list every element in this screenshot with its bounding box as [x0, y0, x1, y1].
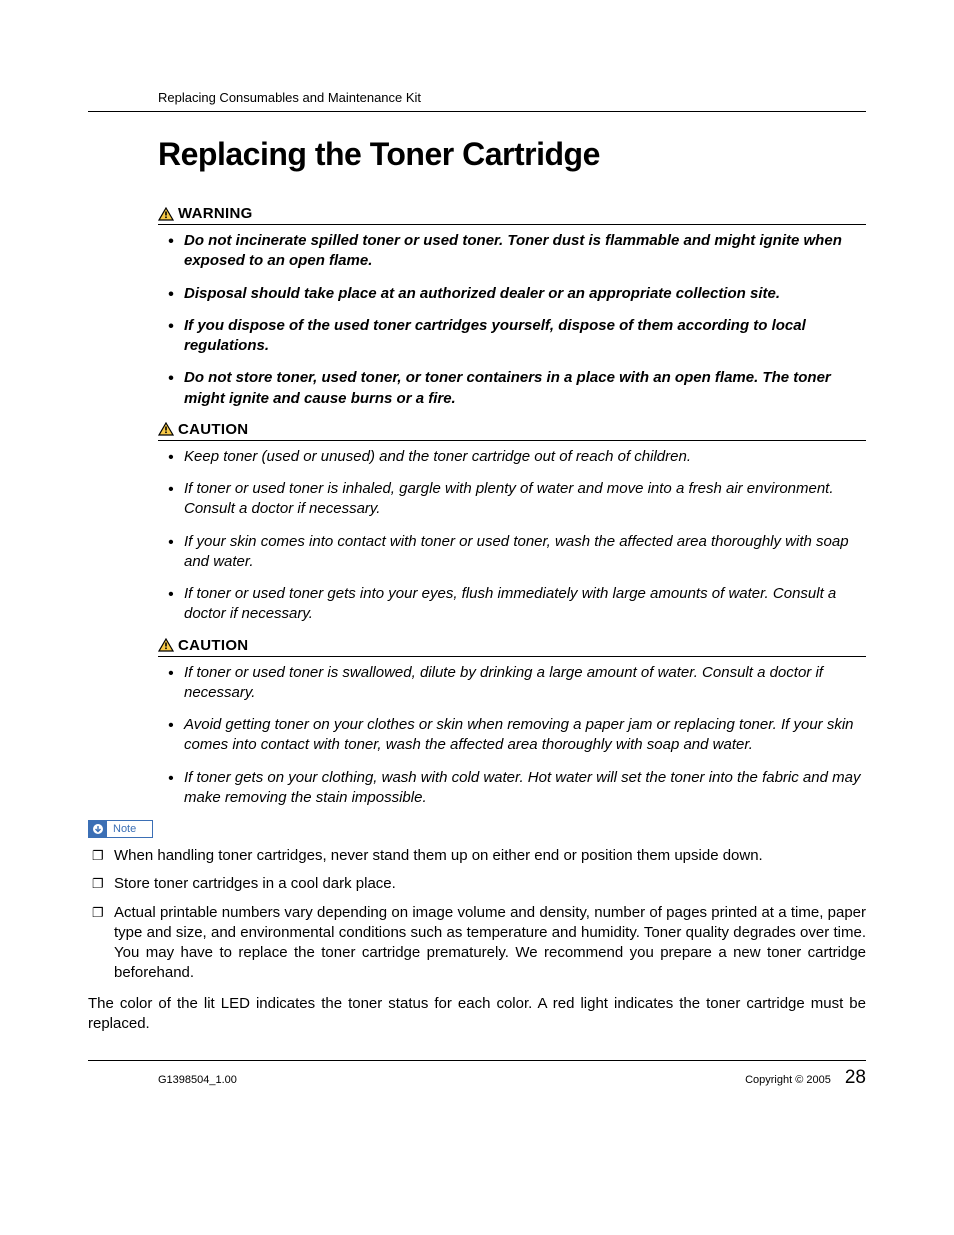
copyright: Copyright © 2005 — [745, 1074, 831, 1086]
caution-header: CAUTION — [158, 421, 866, 441]
running-header: Replacing Consumables and Maintenance Ki… — [88, 90, 866, 112]
note-badge-label: Note — [107, 821, 152, 837]
warning-item: If you dispose of the used toner cartrid… — [158, 316, 866, 357]
note-item: Actual printable numbers vary depending … — [88, 903, 866, 984]
caution-label: CAUTION — [178, 421, 248, 438]
caution-triangle-icon — [158, 422, 174, 436]
warning-header: WARNING — [158, 205, 866, 225]
caution-item: If toner or used toner is inhaled, gargl… — [158, 479, 866, 520]
caution-item: If your skin comes into contact with ton… — [158, 532, 866, 573]
caution-item: If toner or used toner is swallowed, dil… — [158, 663, 866, 704]
caution-triangle-icon — [158, 638, 174, 652]
note-item: Store toner cartridges in a cool dark pl… — [88, 874, 866, 894]
document-page: Replacing Consumables and Maintenance Ki… — [0, 0, 954, 1129]
doc-id: G1398504_1.00 — [158, 1074, 237, 1086]
note-arrow-icon — [89, 821, 107, 837]
warning-item: Do not incinerate spilled toner or used … — [158, 231, 866, 272]
caution-block-1: CAUTION Keep toner (used or unused) and … — [158, 421, 866, 625]
page-number: 28 — [845, 1067, 866, 1089]
note-item: When handling toner cartridges, never st… — [88, 846, 866, 866]
body-paragraph: The color of the lit LED indicates the t… — [88, 994, 866, 1035]
caution-item: If toner or used toner gets into your ey… — [158, 584, 866, 625]
note-list: When handling toner cartridges, never st… — [88, 846, 866, 984]
note-badge: Note — [88, 820, 153, 838]
caution-list-2: If toner or used toner is swallowed, dil… — [158, 663, 866, 809]
warning-list: Do not incinerate spilled toner or used … — [158, 231, 866, 409]
page-title: Replacing the Toner Cartridge — [88, 136, 866, 173]
note-section: Note When handling toner cartridges, nev… — [88, 820, 866, 984]
caution-header: CAUTION — [158, 637, 866, 657]
caution-list-1: Keep toner (used or unused) and the tone… — [158, 447, 866, 625]
footer-right: Copyright © 2005 28 — [745, 1067, 866, 1089]
warning-label: WARNING — [178, 205, 253, 222]
page-footer: G1398504_1.00 Copyright © 2005 28 — [88, 1060, 866, 1089]
warning-block: WARNING Do not incinerate spilled toner … — [158, 205, 866, 409]
warning-item: Disposal should take place at an authori… — [158, 284, 866, 304]
caution-item: Avoid getting toner on your clothes or s… — [158, 715, 866, 756]
caution-label: CAUTION — [178, 637, 248, 654]
caution-block-2: CAUTION If toner or used toner is swallo… — [158, 637, 866, 809]
warning-item: Do not store toner, used toner, or toner… — [158, 368, 866, 409]
caution-item: Keep toner (used or unused) and the tone… — [158, 447, 866, 467]
caution-item: If toner gets on your clothing, wash wit… — [158, 768, 866, 809]
warning-triangle-icon — [158, 207, 174, 221]
